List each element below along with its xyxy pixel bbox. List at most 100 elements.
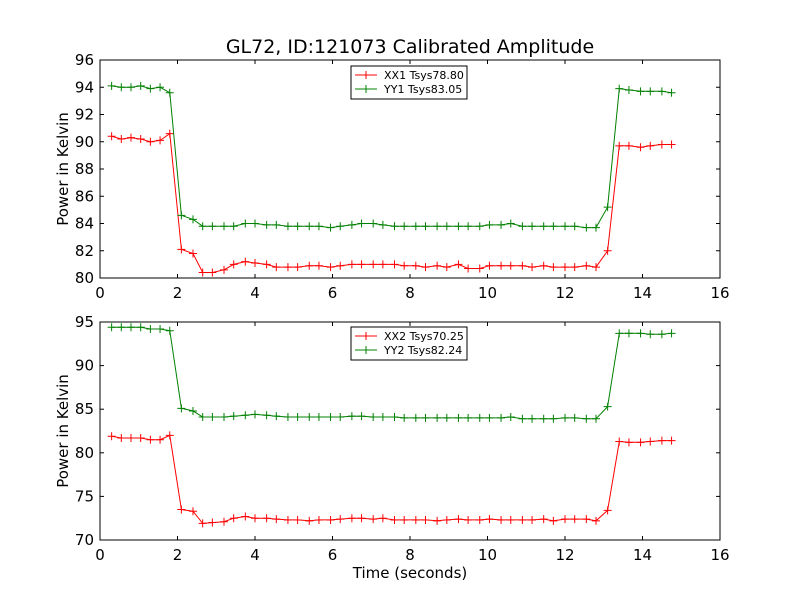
data-point [497, 515, 506, 524]
y-tick-label: 92 [75, 106, 94, 124]
data-point [369, 219, 378, 228]
data-point [646, 330, 655, 339]
data-point [241, 257, 250, 266]
data-point [378, 514, 387, 523]
x-tick-label: 10 [478, 546, 497, 564]
data-point [400, 413, 409, 422]
chart-title: GL72, ID:121073 Calibrated Amplitude [226, 36, 594, 58]
legend-marker [362, 332, 370, 340]
data-point [624, 329, 633, 338]
bottom-panel: 0 2 4 6 8 10 12 14 16 70 75 80 85 90 95 Power in Kelvin… [54, 313, 730, 564]
data-point [442, 515, 451, 524]
data-point [454, 515, 463, 524]
data-point [433, 222, 442, 231]
data-point [156, 136, 165, 145]
y-tick-label: 86 [75, 187, 94, 205]
data-point [454, 222, 463, 231]
y-tick-label: 95 [75, 313, 94, 331]
x-tick-label: 12 [555, 284, 574, 302]
legend-box [350, 326, 468, 361]
data-point [378, 413, 387, 422]
data-point [667, 329, 676, 338]
data-point [208, 518, 217, 527]
data-point [506, 219, 515, 228]
data-point [582, 414, 591, 423]
data-point [156, 83, 165, 92]
data-point [497, 413, 506, 422]
data-point [570, 515, 579, 524]
data-point [518, 414, 527, 423]
data-point [336, 261, 345, 270]
data-point [433, 413, 442, 422]
legend-label: XX1 Tsys78.80 [384, 69, 464, 82]
data-point [411, 222, 420, 231]
data-point [657, 436, 666, 445]
x-tick-label: 12 [555, 546, 574, 564]
data-point [272, 263, 281, 272]
y-tick-label: 80 [75, 444, 94, 462]
data-point [314, 261, 323, 270]
data-point [411, 515, 420, 524]
data-point [177, 211, 186, 220]
data-point [146, 435, 155, 444]
data-point [454, 260, 463, 269]
data-point [539, 414, 548, 423]
data-point [305, 222, 314, 231]
data-point [107, 432, 116, 441]
y-axis-label: Power in Kelvin [54, 374, 72, 488]
data-point [241, 219, 250, 228]
data-point [336, 222, 345, 231]
data-point [421, 413, 430, 422]
data-point [251, 219, 259, 228]
data-point [506, 261, 515, 270]
data-point [390, 260, 399, 269]
y-tick-label: 85 [75, 400, 94, 418]
data-point [347, 220, 356, 229]
data-point [378, 220, 387, 229]
legend-label: XX2 Tsys70.25 [384, 330, 464, 343]
data-point [220, 413, 228, 422]
data-point [518, 261, 527, 270]
y-tick-label: 70 [75, 531, 94, 549]
data-point [136, 433, 145, 442]
data-point [485, 220, 494, 229]
data-point [293, 263, 302, 272]
data-point [357, 514, 366, 523]
data-point [646, 437, 655, 446]
data-point [314, 515, 323, 524]
data-point [615, 437, 624, 446]
data-point [127, 323, 135, 332]
series-line [111, 132, 672, 273]
data-point [251, 259, 259, 268]
data-point [464, 222, 473, 231]
data-point [497, 220, 506, 229]
data-point [283, 263, 292, 272]
data-point [262, 411, 271, 420]
y-tick-label: 88 [75, 160, 94, 178]
data-point [582, 515, 591, 524]
data-point [305, 261, 314, 270]
data-point [603, 402, 612, 411]
data-point [198, 519, 207, 528]
legend-marker [362, 346, 370, 354]
data-point [528, 222, 537, 231]
data-point [539, 222, 548, 231]
data-point [603, 246, 612, 255]
y-tick-label: 96 [75, 51, 94, 69]
data-point [283, 413, 292, 422]
data-point [293, 515, 302, 524]
top-panel: 0 2 4 6 8 10 12 14 16 80 82 84 86 88 90 92 94 96 Power in … [54, 51, 730, 302]
data-point [582, 261, 591, 270]
data-point [390, 222, 399, 231]
x-tick-label: 6 [328, 546, 338, 564]
y-tick-label: 84 [75, 215, 94, 233]
data-point [107, 132, 116, 141]
data-point [475, 413, 484, 422]
data-point [636, 438, 645, 447]
data-point [570, 413, 579, 422]
data-point [624, 85, 633, 94]
data-point [208, 222, 217, 231]
data-point [454, 413, 463, 422]
